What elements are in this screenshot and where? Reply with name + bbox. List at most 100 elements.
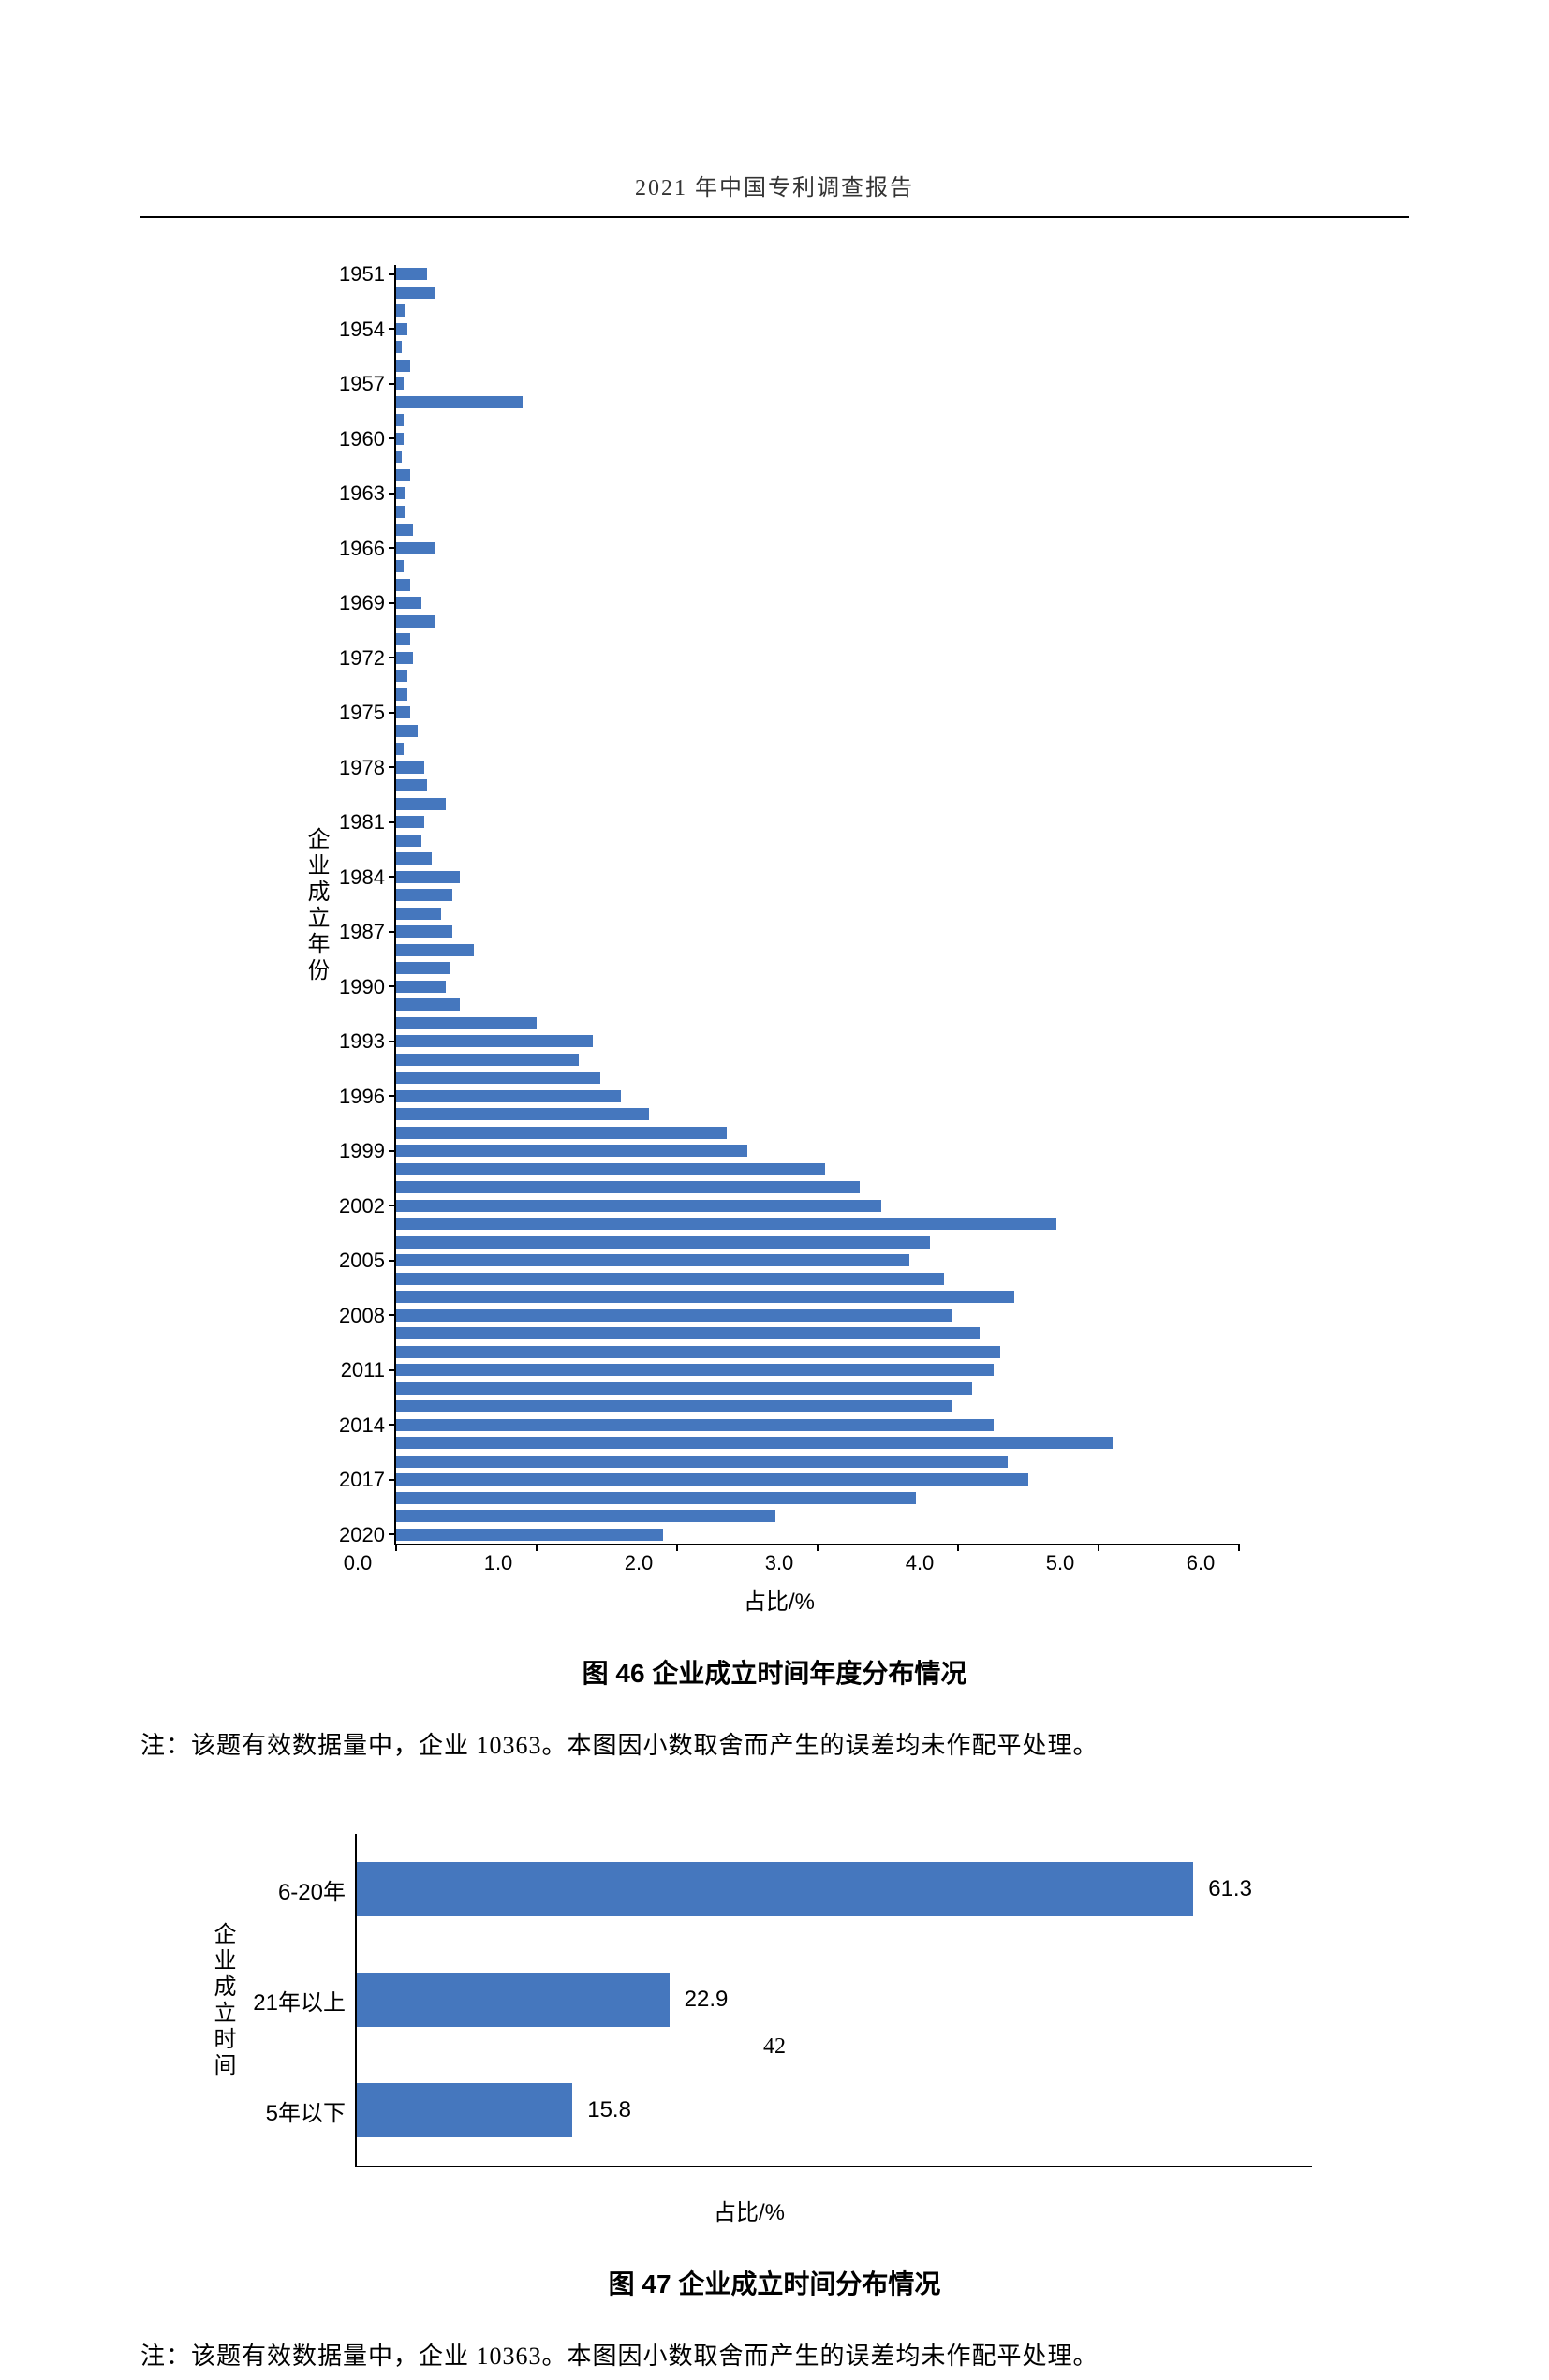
chart1-bar [396, 1127, 727, 1139]
figure-46-caption: 图 46 企业成立时间年度分布情况 [140, 1653, 1409, 1691]
chart1-bar [396, 1364, 994, 1376]
chart1-bar-row [396, 886, 1239, 905]
chart1-bar-row [396, 1288, 1239, 1307]
chart1-bar [396, 852, 432, 865]
chart2-category-label: 6-20年 [243, 1834, 346, 1944]
chart1-bar-row [396, 430, 1239, 449]
chart1-bar [396, 743, 404, 755]
chart1-y-tick [338, 667, 394, 686]
chart1-y-tick: 2020 [338, 1526, 394, 1545]
figure-46-note: 注：该题有效数据量中，企业 10363。本图因小数取舍而产生的误差均未作配平处理… [140, 1722, 1409, 1768]
chart1-bar-row [396, 813, 1239, 832]
chart1-bar [396, 981, 446, 993]
chart1-bar [396, 1163, 825, 1175]
chart1-x-tick: 6.0 [1187, 1551, 1216, 1575]
chart1-bar-row [396, 776, 1239, 795]
chart1-bar [396, 871, 460, 883]
chart1-bar-row [396, 740, 1239, 759]
chart1-bar [396, 1492, 916, 1504]
chart1-bar-row [396, 1434, 1239, 1453]
chart1-bar [396, 268, 427, 280]
chart1-bar-row [396, 1032, 1239, 1051]
chart1-bar [396, 652, 413, 664]
page-number: 42 [0, 2034, 1549, 2060]
chart1-bar [396, 962, 450, 974]
chart1-bar [396, 1017, 537, 1029]
chart1-bar-row [396, 375, 1239, 393]
chart1-y-tick: 2011 [338, 1361, 394, 1380]
chart1-x-tick: 3.0 [765, 1551, 794, 1575]
chart1-bar-row [396, 357, 1239, 376]
chart1-y-tick [338, 393, 394, 412]
chart1-bar-row [396, 1197, 1239, 1216]
chart1-bar [396, 1400, 952, 1412]
chart2-bar [357, 1973, 670, 2027]
chart1-bar-row [396, 284, 1239, 303]
chart1-bar-row [396, 1124, 1239, 1143]
chart2-bar-row: 61.3 [357, 1834, 1312, 1944]
chart1-y-tick [338, 448, 394, 466]
chart1-bar [396, 1327, 980, 1339]
chart1-y-tick [338, 338, 394, 357]
chart1-bar [396, 1346, 1000, 1358]
chart1-bar-row [396, 868, 1239, 887]
chart1-bar-row [396, 1234, 1239, 1252]
chart1-bar [396, 1473, 1028, 1486]
chart1-y-tick [338, 613, 394, 631]
chart1-bar-row [396, 1051, 1239, 1070]
chart1-bar [396, 706, 410, 718]
chart1-bar [396, 1236, 930, 1249]
chart1-bar-row [396, 540, 1239, 558]
chart1-y-tick: 2002 [338, 1197, 394, 1216]
chart1-bar-row [396, 576, 1239, 595]
chart2-category-label: 5年以下 [243, 2055, 346, 2166]
chart1-bar [396, 341, 402, 353]
chart1-y-tick: 1951 [338, 265, 394, 284]
chart1-y-tick [338, 776, 394, 795]
chart1-y-tick [338, 1434, 394, 1453]
chart1-bar-row [396, 630, 1239, 649]
chart1-y-tick: 1984 [338, 868, 394, 887]
chart1-y-tick [338, 1380, 394, 1398]
chart1-bar-row [396, 959, 1239, 978]
chart1-bar [396, 1437, 1113, 1449]
chart1-bar-row [396, 667, 1239, 686]
chart1-bar-row [396, 411, 1239, 430]
chart1-bar [396, 998, 460, 1011]
chart1-bar [396, 1382, 972, 1395]
chart1-bar [396, 779, 427, 791]
chart1-bar [396, 1273, 944, 1285]
chart1-y-tick [338, 1160, 394, 1179]
chart1-bar-row [396, 320, 1239, 339]
chart1-bar-row [396, 594, 1239, 613]
chart1-y-tick [338, 284, 394, 303]
chart1-bar-row [396, 1380, 1239, 1398]
chart1-bar-row [396, 521, 1239, 540]
chart1-y-tick: 1957 [338, 375, 394, 393]
chart2-bar-value: 15.8 [587, 2097, 631, 2123]
chart1-bar-row [396, 1471, 1239, 1489]
chart1-y-tick: 1972 [338, 649, 394, 668]
chart1-bar [396, 396, 523, 408]
chart1-bar-row [396, 1087, 1239, 1106]
figure-47-caption: 图 47 企业成立时间分布情况 [140, 2264, 1409, 2301]
chart1-bar [396, 1510, 775, 1522]
chart1-bar-row [396, 795, 1239, 814]
chart1-bar-row [396, 996, 1239, 1014]
chart1-bar-row [396, 1397, 1239, 1416]
chart2-bar-row: 15.8 [357, 2055, 1312, 2166]
chart1-bar [396, 835, 421, 847]
chart1-y-tick [338, 941, 394, 960]
chart1-bar [396, 633, 410, 645]
chart1-bar-row [396, 1416, 1239, 1435]
chart1-bar-row [396, 686, 1239, 704]
chart1-y-tick [338, 557, 394, 576]
chart1-bar-row [396, 1069, 1239, 1087]
chart1-bar-row [396, 850, 1239, 868]
chart1-x-tick: 1.0 [484, 1551, 513, 1575]
chart1-bar [396, 1181, 860, 1193]
chart1-bar-row [396, 923, 1239, 941]
chart1-bar [396, 451, 402, 463]
chart1-bar [396, 487, 405, 499]
chart1-y-tick [338, 722, 394, 741]
